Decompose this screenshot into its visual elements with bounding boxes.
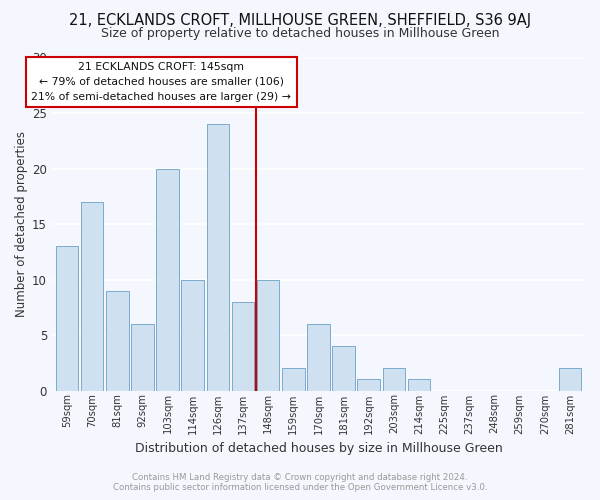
Bar	[156, 168, 179, 390]
X-axis label: Distribution of detached houses by size in Millhouse Green: Distribution of detached houses by size …	[134, 442, 502, 455]
Bar	[81, 202, 103, 390]
Bar	[257, 280, 280, 390]
Bar	[206, 124, 229, 390]
Y-axis label: Number of detached properties: Number of detached properties	[15, 131, 28, 317]
Text: 21, ECKLANDS CROFT, MILLHOUSE GREEN, SHEFFIELD, S36 9AJ: 21, ECKLANDS CROFT, MILLHOUSE GREEN, SHE…	[69, 12, 531, 28]
Bar	[358, 380, 380, 390]
Bar	[106, 290, 128, 390]
Bar	[559, 368, 581, 390]
Bar	[56, 246, 79, 390]
Bar	[408, 380, 430, 390]
Bar	[282, 368, 305, 390]
Text: Contains HM Land Registry data © Crown copyright and database right 2024.
Contai: Contains HM Land Registry data © Crown c…	[113, 473, 487, 492]
Bar	[307, 324, 330, 390]
Bar	[232, 302, 254, 390]
Text: 21 ECKLANDS CROFT: 145sqm
← 79% of detached houses are smaller (106)
21% of semi: 21 ECKLANDS CROFT: 145sqm ← 79% of detac…	[31, 62, 291, 102]
Bar	[332, 346, 355, 391]
Bar	[383, 368, 405, 390]
Bar	[181, 280, 204, 390]
Bar	[131, 324, 154, 390]
Text: Size of property relative to detached houses in Millhouse Green: Size of property relative to detached ho…	[101, 28, 499, 40]
